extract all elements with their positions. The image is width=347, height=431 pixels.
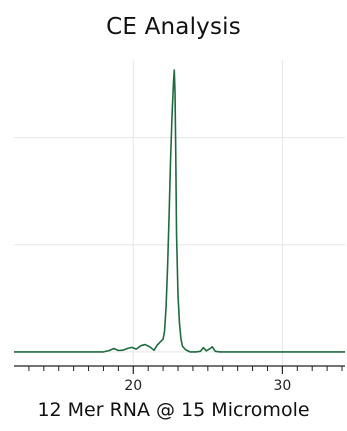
series-line bbox=[14, 69, 345, 353]
x-axis-label: 12 Mer RNA @ 15 Micromole bbox=[37, 399, 310, 421]
chart-title: CE Analysis bbox=[106, 14, 241, 40]
x-tick-label-30: 30 bbox=[273, 378, 291, 394]
x-tick-label-20: 20 bbox=[124, 378, 142, 394]
